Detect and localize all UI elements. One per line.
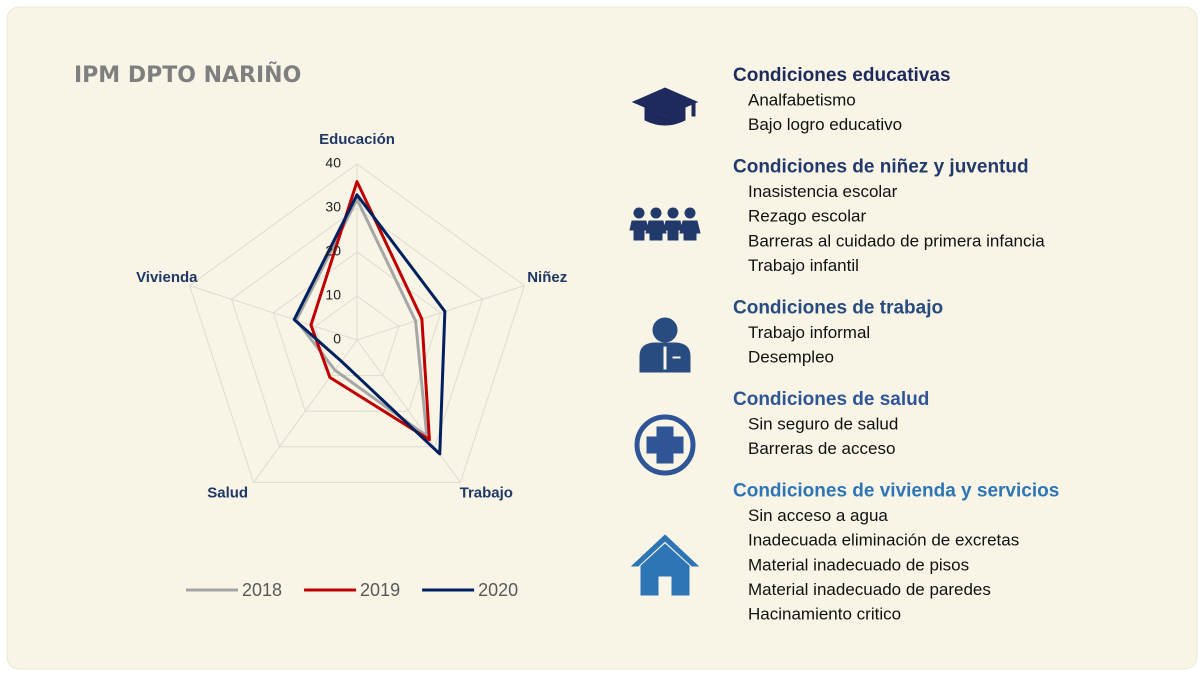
- tick-label: 20: [325, 243, 341, 259]
- grid-ring: [189, 163, 525, 483]
- icon-house: [630, 534, 700, 596]
- series-line: [292, 193, 447, 456]
- icon-health: [634, 414, 696, 476]
- spoke: [189, 285, 358, 341]
- tick-label: 10: [325, 287, 341, 303]
- dimension-item: Analfabetismo: [748, 90, 856, 109]
- dimension-title: Condiciones de vivienda y servicios: [733, 481, 1059, 502]
- icon-worker: [639, 317, 691, 373]
- chart-title: IPM DPTO NARIÑO: [74, 62, 301, 88]
- dimension-title: Condiciones de trabajo: [733, 297, 943, 318]
- series-line: [309, 180, 431, 442]
- dimension-item: Hacinamiento critico: [748, 604, 901, 623]
- grid-ring: [230, 207, 484, 448]
- legend-label: 2018: [242, 580, 282, 600]
- tick-label: 40: [325, 155, 341, 171]
- axis-label: Niñez: [527, 269, 567, 286]
- dimension-item: Barreras de acceso: [748, 439, 895, 458]
- dimension-item: Material inadecuado de paredes: [748, 580, 991, 599]
- spoke: [356, 285, 525, 341]
- icon-education: [631, 87, 699, 126]
- dimension-item: Trabajo infantil: [748, 256, 859, 275]
- dimension-title: Condiciones de salud: [733, 389, 929, 410]
- icon-children: [629, 207, 701, 241]
- axis-label: Trabajo: [460, 485, 513, 502]
- dimension-item: Inasistencia escolar: [748, 182, 898, 201]
- dimension-item: Trabajo informal: [748, 323, 870, 342]
- axis-label: Salud: [207, 485, 248, 502]
- dimension-item: Bajo logro educativo: [748, 115, 902, 134]
- dimension-item: Sin acceso a agua: [748, 506, 888, 525]
- dimension-item: Barreras al cuidado de primera infancia: [748, 231, 1045, 250]
- axis-label: Educación: [319, 131, 395, 148]
- legend-label: 2020: [478, 580, 518, 600]
- axis-label: Vivienda: [136, 269, 198, 286]
- dimension-title: Condiciones de niñez y juventud: [733, 157, 1029, 178]
- dimension-item: Desempleo: [748, 347, 834, 366]
- tick-label: 30: [325, 199, 341, 215]
- spoke: [356, 339, 461, 483]
- dimension-item: Inadecuada eliminación de excretas: [748, 531, 1019, 550]
- dimension-item: Rezago escolar: [748, 207, 866, 226]
- grid-ring: [272, 251, 442, 412]
- panel: [6, 6, 1198, 670]
- dimension-title: Condiciones educativas: [733, 65, 951, 86]
- spoke: [253, 339, 358, 483]
- legend-label: 2019: [360, 580, 400, 600]
- series-line: [294, 197, 429, 438]
- dimension-item: Material inadecuado de pisos: [748, 555, 969, 574]
- dimension-item: Sin seguro de salud: [748, 414, 898, 433]
- tick-label: 0: [333, 331, 341, 347]
